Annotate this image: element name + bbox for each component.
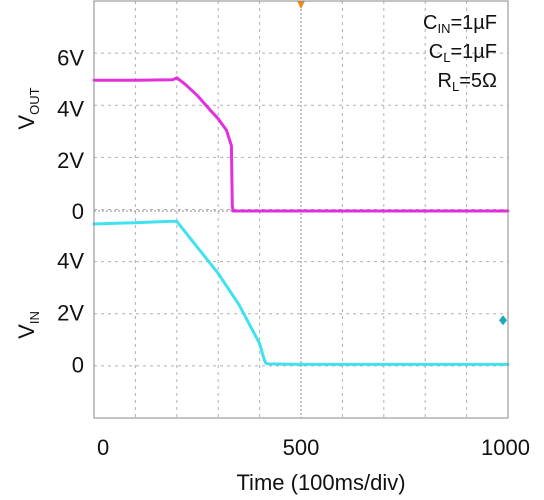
x-tick-label: 1000 (481, 435, 530, 460)
axis-labels: 6V 4V 2V 0 VOUT 4V 2V 0 VIN 0 500 1000 Time (100ms/d… (14, 45, 530, 495)
trigger-level-marker (499, 315, 507, 325)
component-annotation: CL=1µF (429, 41, 497, 65)
x-tick-label: 500 (283, 435, 320, 460)
vin-y-tick-label: 4V (57, 248, 84, 273)
component-annotation: RL=5Ω (438, 70, 497, 94)
vout-y-tick-label: 4V (57, 97, 84, 122)
vout-y-tick-label: 2V (57, 148, 84, 173)
annotations: CIN=1µF CL=1µF RL=5Ω (423, 12, 497, 94)
vin-y-axis-title: VIN (14, 311, 42, 339)
component-annotation: CIN=1µF (423, 12, 497, 36)
x-tick-label: 0 (97, 435, 109, 460)
vout-y-tick-label: 6V (57, 45, 84, 70)
vin-y-tick-label: 2V (57, 300, 84, 325)
x-axis-title: Time (100ms/div) (236, 470, 405, 495)
vin-y-tick-label: 0 (72, 352, 84, 377)
vout-y-axis-title: VOUT (14, 87, 42, 129)
vout-y-tick-label: 0 (72, 199, 84, 224)
trigger-marker (297, 1, 305, 9)
